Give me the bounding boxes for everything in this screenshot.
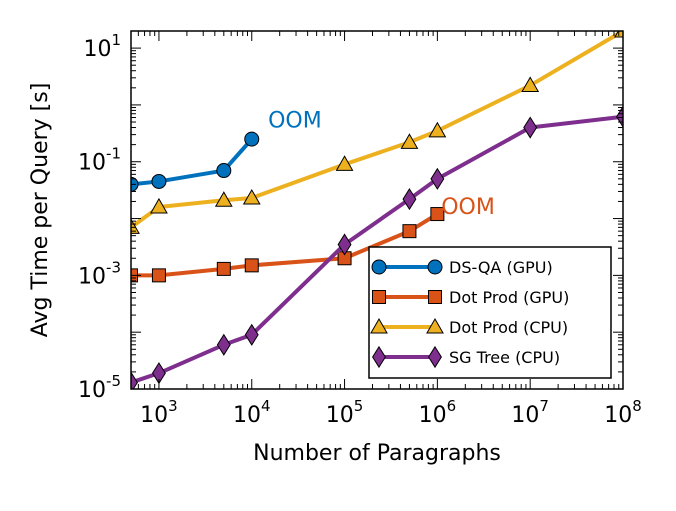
x-tick-label: 103 [140,397,178,428]
data-point [402,188,417,211]
y-tick-label: 10-5 [78,372,121,403]
data-point [131,218,140,234]
data-point [521,76,540,93]
data-point [244,323,259,346]
series-3 [131,31,623,234]
data-point [216,333,231,356]
x-axis-label: Number of Paragraphs [253,441,501,466]
legend-marker [428,290,442,304]
legend-entry: Dot Prod (GPU) [372,288,569,307]
data-point [216,261,231,276]
x-tick-label: 105 [326,397,364,428]
data-point [131,371,138,389]
x-tick-label: 106 [419,397,457,428]
x-tick-label: 107 [511,397,549,428]
legend-marker [371,259,387,275]
plot-frame [130,30,624,390]
data-point [400,133,419,149]
data-point [428,121,447,138]
legend-entry: SG Tree (CPU) [372,345,560,369]
series-line [131,137,254,187]
y-tick-label: 10-3 [78,258,121,289]
plot-content: OOM OOM [131,31,623,389]
legend-label: DS-QA (GPU) [449,258,553,277]
legend-entry: Dot Prod (CPU) [370,317,568,337]
data-point [430,207,445,222]
legend-label: Dot Prod (GPU) [449,288,569,307]
oom-annotation: OOM [268,109,322,134]
data-point [151,268,166,283]
data-point [335,155,354,171]
y-tick-label: 10-1 [78,145,121,176]
axis-ticks: 103 104 105 106 107 108 101 10-1 10-3 10-5 [78,30,642,428]
data-point [244,131,260,147]
data-point [523,116,538,139]
legend-marker [372,290,386,304]
oom-annotation: OOM [441,195,495,220]
x-tick-label: 104 [233,397,271,428]
legend: DS-QA (GPU) Dot Prod (GPU) Dot Prod (CPU) S… [368,246,612,379]
data-point [402,224,417,239]
legend-label: SG Tree (CPU) [449,348,560,367]
y-tick-label: 101 [83,31,121,62]
data-point [216,163,232,179]
legend-entry: DS-QA (GPU) [371,258,553,277]
data-point [244,258,259,273]
data-point [151,173,167,189]
data-point [337,233,352,256]
data-point [214,191,233,207]
series-1 [131,131,260,192]
legend-marker [428,345,442,369]
legend-label: Dot Prod (CPU) [449,318,568,337]
legend-marker [427,259,443,275]
x-tick-label: 108 [604,397,642,428]
legend-marker [372,345,386,369]
data-point [430,167,445,190]
data-point [150,197,168,214]
y-axis-label: Avg Time per Query [s] [28,83,53,338]
legend-marker [426,317,444,334]
data-point [242,188,261,205]
legend-marker [370,317,388,334]
series-line [131,31,623,229]
